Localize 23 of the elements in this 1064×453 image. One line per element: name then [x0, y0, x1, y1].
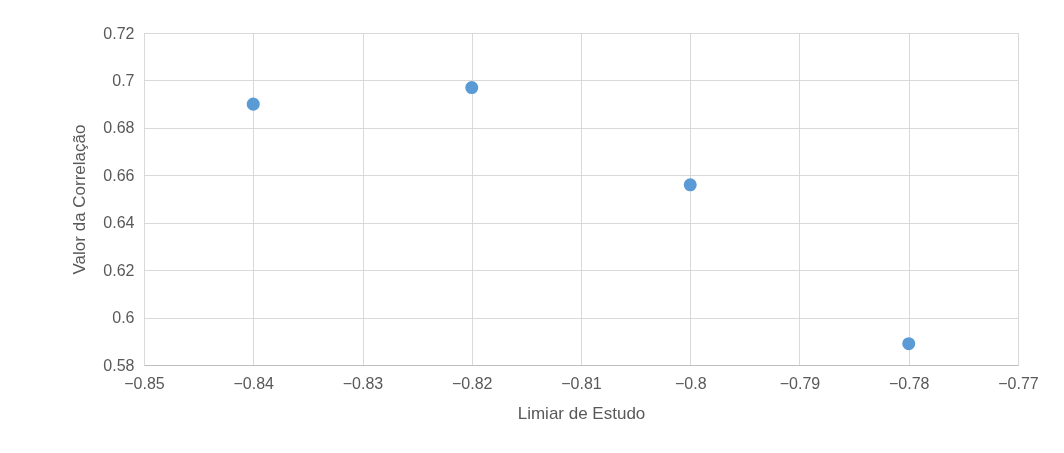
x-tick-label: −0.81 — [561, 374, 602, 392]
y-tick-label: 0.68 — [103, 119, 135, 137]
y-tick-label: 0.64 — [103, 214, 135, 232]
y-tick-label: 0.66 — [103, 166, 135, 184]
x-tick-label: −0.78 — [889, 374, 930, 392]
y-tick-label: 0.7 — [112, 71, 135, 89]
x-tick-label: −0.79 — [779, 374, 821, 392]
x-tick-label: −0.82 — [452, 374, 493, 392]
x-tick-label: −0.83 — [342, 374, 384, 392]
x-tick-label: −0.8 — [674, 374, 707, 392]
point — [902, 337, 916, 351]
point — [465, 81, 479, 95]
x-tick-label: −0.77 — [998, 374, 1039, 392]
x-tick-label: −0.85 — [124, 374, 165, 392]
point — [683, 178, 697, 192]
y-axis-title: Valor da Correlação — [70, 124, 90, 275]
x-tick-label: −0.84 — [233, 374, 275, 392]
y-tick-label: 0.6 — [112, 309, 135, 327]
y-tick-label: 0.58 — [103, 356, 135, 374]
x-axis-title: Limiar de Estudo — [517, 403, 646, 423]
point — [246, 97, 260, 111]
y-tick-label: 0.72 — [103, 24, 135, 42]
y-tick-label: 0.62 — [103, 261, 135, 279]
